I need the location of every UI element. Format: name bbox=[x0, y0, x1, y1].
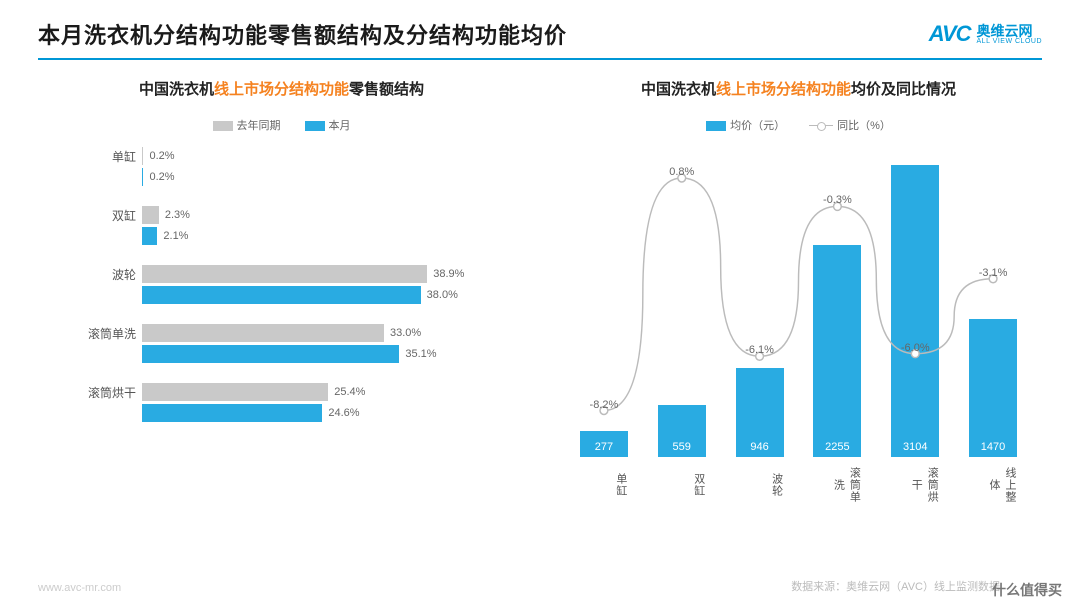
logo: AVC 奥维云网 ALL VIEW CLOUD bbox=[929, 21, 1042, 47]
bar-group: 滚筒烘干 25.4% 24.6% bbox=[78, 383, 525, 422]
left-legend: 去年同期 本月 bbox=[38, 117, 525, 133]
right-legend: 均价（元） 同比（%） bbox=[555, 117, 1042, 133]
price-bar: 277 bbox=[580, 431, 628, 457]
bar-now bbox=[142, 286, 421, 304]
bar-column: 2255 bbox=[812, 245, 862, 457]
bar-value: 25.4% bbox=[334, 386, 365, 398]
left-panel: 中国洗衣机线上市场分结构功能零售额结构 去年同期 本月 单缸 0.2% 0.2% 双缸… bbox=[38, 78, 525, 507]
footer-source: 数据来源：奥维云网（AVC）线上监测数据 bbox=[791, 578, 1000, 594]
bar-last bbox=[142, 147, 143, 165]
content: 中国洗衣机线上市场分结构功能零售额结构 去年同期 本月 单缸 0.2% 0.2% 双缸… bbox=[0, 78, 1080, 507]
yoy-label: -6.1% bbox=[745, 344, 774, 356]
price-value: 2255 bbox=[825, 441, 849, 457]
price-bar: 2255 bbox=[813, 245, 861, 457]
legend-item-price: 均价（元） bbox=[706, 117, 785, 133]
bar-value: 24.6% bbox=[328, 407, 359, 419]
page-title: 本月洗衣机分结构功能零售额结构及分结构功能均价 bbox=[38, 18, 567, 50]
category-label: 滚筒烘干 bbox=[78, 384, 136, 401]
price-bar: 559 bbox=[658, 405, 706, 458]
right-subtitle: 中国洗衣机线上市场分结构功能均价及同比情况 bbox=[555, 78, 1042, 99]
bar-now bbox=[142, 345, 399, 363]
right-panel: 中国洗衣机线上市场分结构功能均价及同比情况 均价（元） 同比（%） 277 559… bbox=[555, 78, 1042, 507]
yoy-label: 0.8% bbox=[669, 166, 694, 178]
category-label: 单缸 bbox=[78, 148, 136, 165]
header: 本月洗衣机分结构功能零售额结构及分结构功能均价 AVC 奥维云网 ALL VIE… bbox=[0, 0, 1080, 58]
category-label: 滚筒单洗 bbox=[78, 325, 136, 342]
x-axis-label: 滚筒烘干 bbox=[890, 463, 940, 507]
bar-column: 559 bbox=[657, 405, 707, 458]
price-value: 277 bbox=[595, 441, 613, 457]
logo-mark: AVC bbox=[929, 21, 971, 47]
legend-item-yoy: 同比（%） bbox=[809, 117, 891, 133]
bar-column: 3104 bbox=[890, 165, 940, 457]
x-axis-label: 线上整体 bbox=[968, 463, 1018, 507]
category-label: 双缸 bbox=[78, 207, 136, 224]
bar-value: 0.2% bbox=[149, 171, 174, 183]
price-value: 3104 bbox=[903, 441, 927, 457]
legend-item-last: 去年同期 bbox=[213, 117, 281, 133]
bar-group: 单缸 0.2% 0.2% bbox=[78, 147, 525, 186]
bar-now bbox=[142, 227, 157, 245]
left-bar-chart: 单缸 0.2% 0.2% 双缸 2.3% 2.1% 波轮 38.9% 38.0% 滚筒单洗 33.0… bbox=[78, 147, 525, 422]
bar-column: 1470 bbox=[968, 319, 1018, 457]
bar-value: 38.9% bbox=[433, 268, 464, 280]
bar-value: 33.0% bbox=[390, 327, 421, 339]
category-label: 波轮 bbox=[78, 266, 136, 283]
bar-group: 滚筒单洗 33.0% 35.1% bbox=[78, 324, 525, 363]
bar-now bbox=[142, 168, 143, 186]
yoy-label: -6.0% bbox=[901, 342, 930, 354]
left-subtitle: 中国洗衣机线上市场分结构功能零售额结构 bbox=[38, 78, 525, 99]
yoy-label: -0.3% bbox=[823, 194, 852, 206]
bar-last bbox=[142, 324, 384, 342]
footer-url: www.avc-mr.com bbox=[38, 582, 121, 594]
x-axis-label: 双缸 bbox=[657, 463, 707, 507]
bar-group: 双缸 2.3% 2.1% bbox=[78, 206, 525, 245]
bar-column: 946 bbox=[735, 368, 785, 457]
price-value: 1470 bbox=[981, 441, 1005, 457]
legend-item-now: 本月 bbox=[305, 117, 351, 133]
bar-value: 2.3% bbox=[165, 209, 190, 221]
bar-group: 波轮 38.9% 38.0% bbox=[78, 265, 525, 304]
x-axis-label: 单缸 bbox=[579, 463, 629, 507]
bar-last bbox=[142, 265, 427, 283]
x-axis-label: 波轮 bbox=[735, 463, 785, 507]
logo-text: 奥维云网 ALL VIEW CLOUD bbox=[977, 24, 1042, 45]
bar-value: 38.0% bbox=[427, 289, 458, 301]
price-bar: 3104 bbox=[891, 165, 939, 457]
x-axis-label: 滚筒单洗 bbox=[812, 463, 862, 507]
bar-value: 2.1% bbox=[163, 230, 188, 242]
price-bar: 946 bbox=[736, 368, 784, 457]
bar-last bbox=[142, 206, 159, 224]
price-bar: 1470 bbox=[969, 319, 1017, 457]
bar-now bbox=[142, 404, 322, 422]
bar-value: 35.1% bbox=[405, 348, 436, 360]
header-rule bbox=[38, 58, 1042, 60]
bar-value: 0.2% bbox=[149, 150, 174, 162]
bar-column: 277 bbox=[579, 431, 629, 457]
right-combo-chart: 277 559 946 2255 3104 1470 -8.2% 0.8% -6.1% -0.3… bbox=[565, 147, 1032, 507]
bar-last bbox=[142, 383, 328, 401]
price-value: 559 bbox=[673, 441, 691, 457]
watermark: 什么值得买 bbox=[992, 580, 1062, 600]
yoy-label: -3.1% bbox=[979, 267, 1008, 279]
price-value: 946 bbox=[750, 441, 768, 457]
yoy-label: -8.2% bbox=[590, 399, 619, 411]
